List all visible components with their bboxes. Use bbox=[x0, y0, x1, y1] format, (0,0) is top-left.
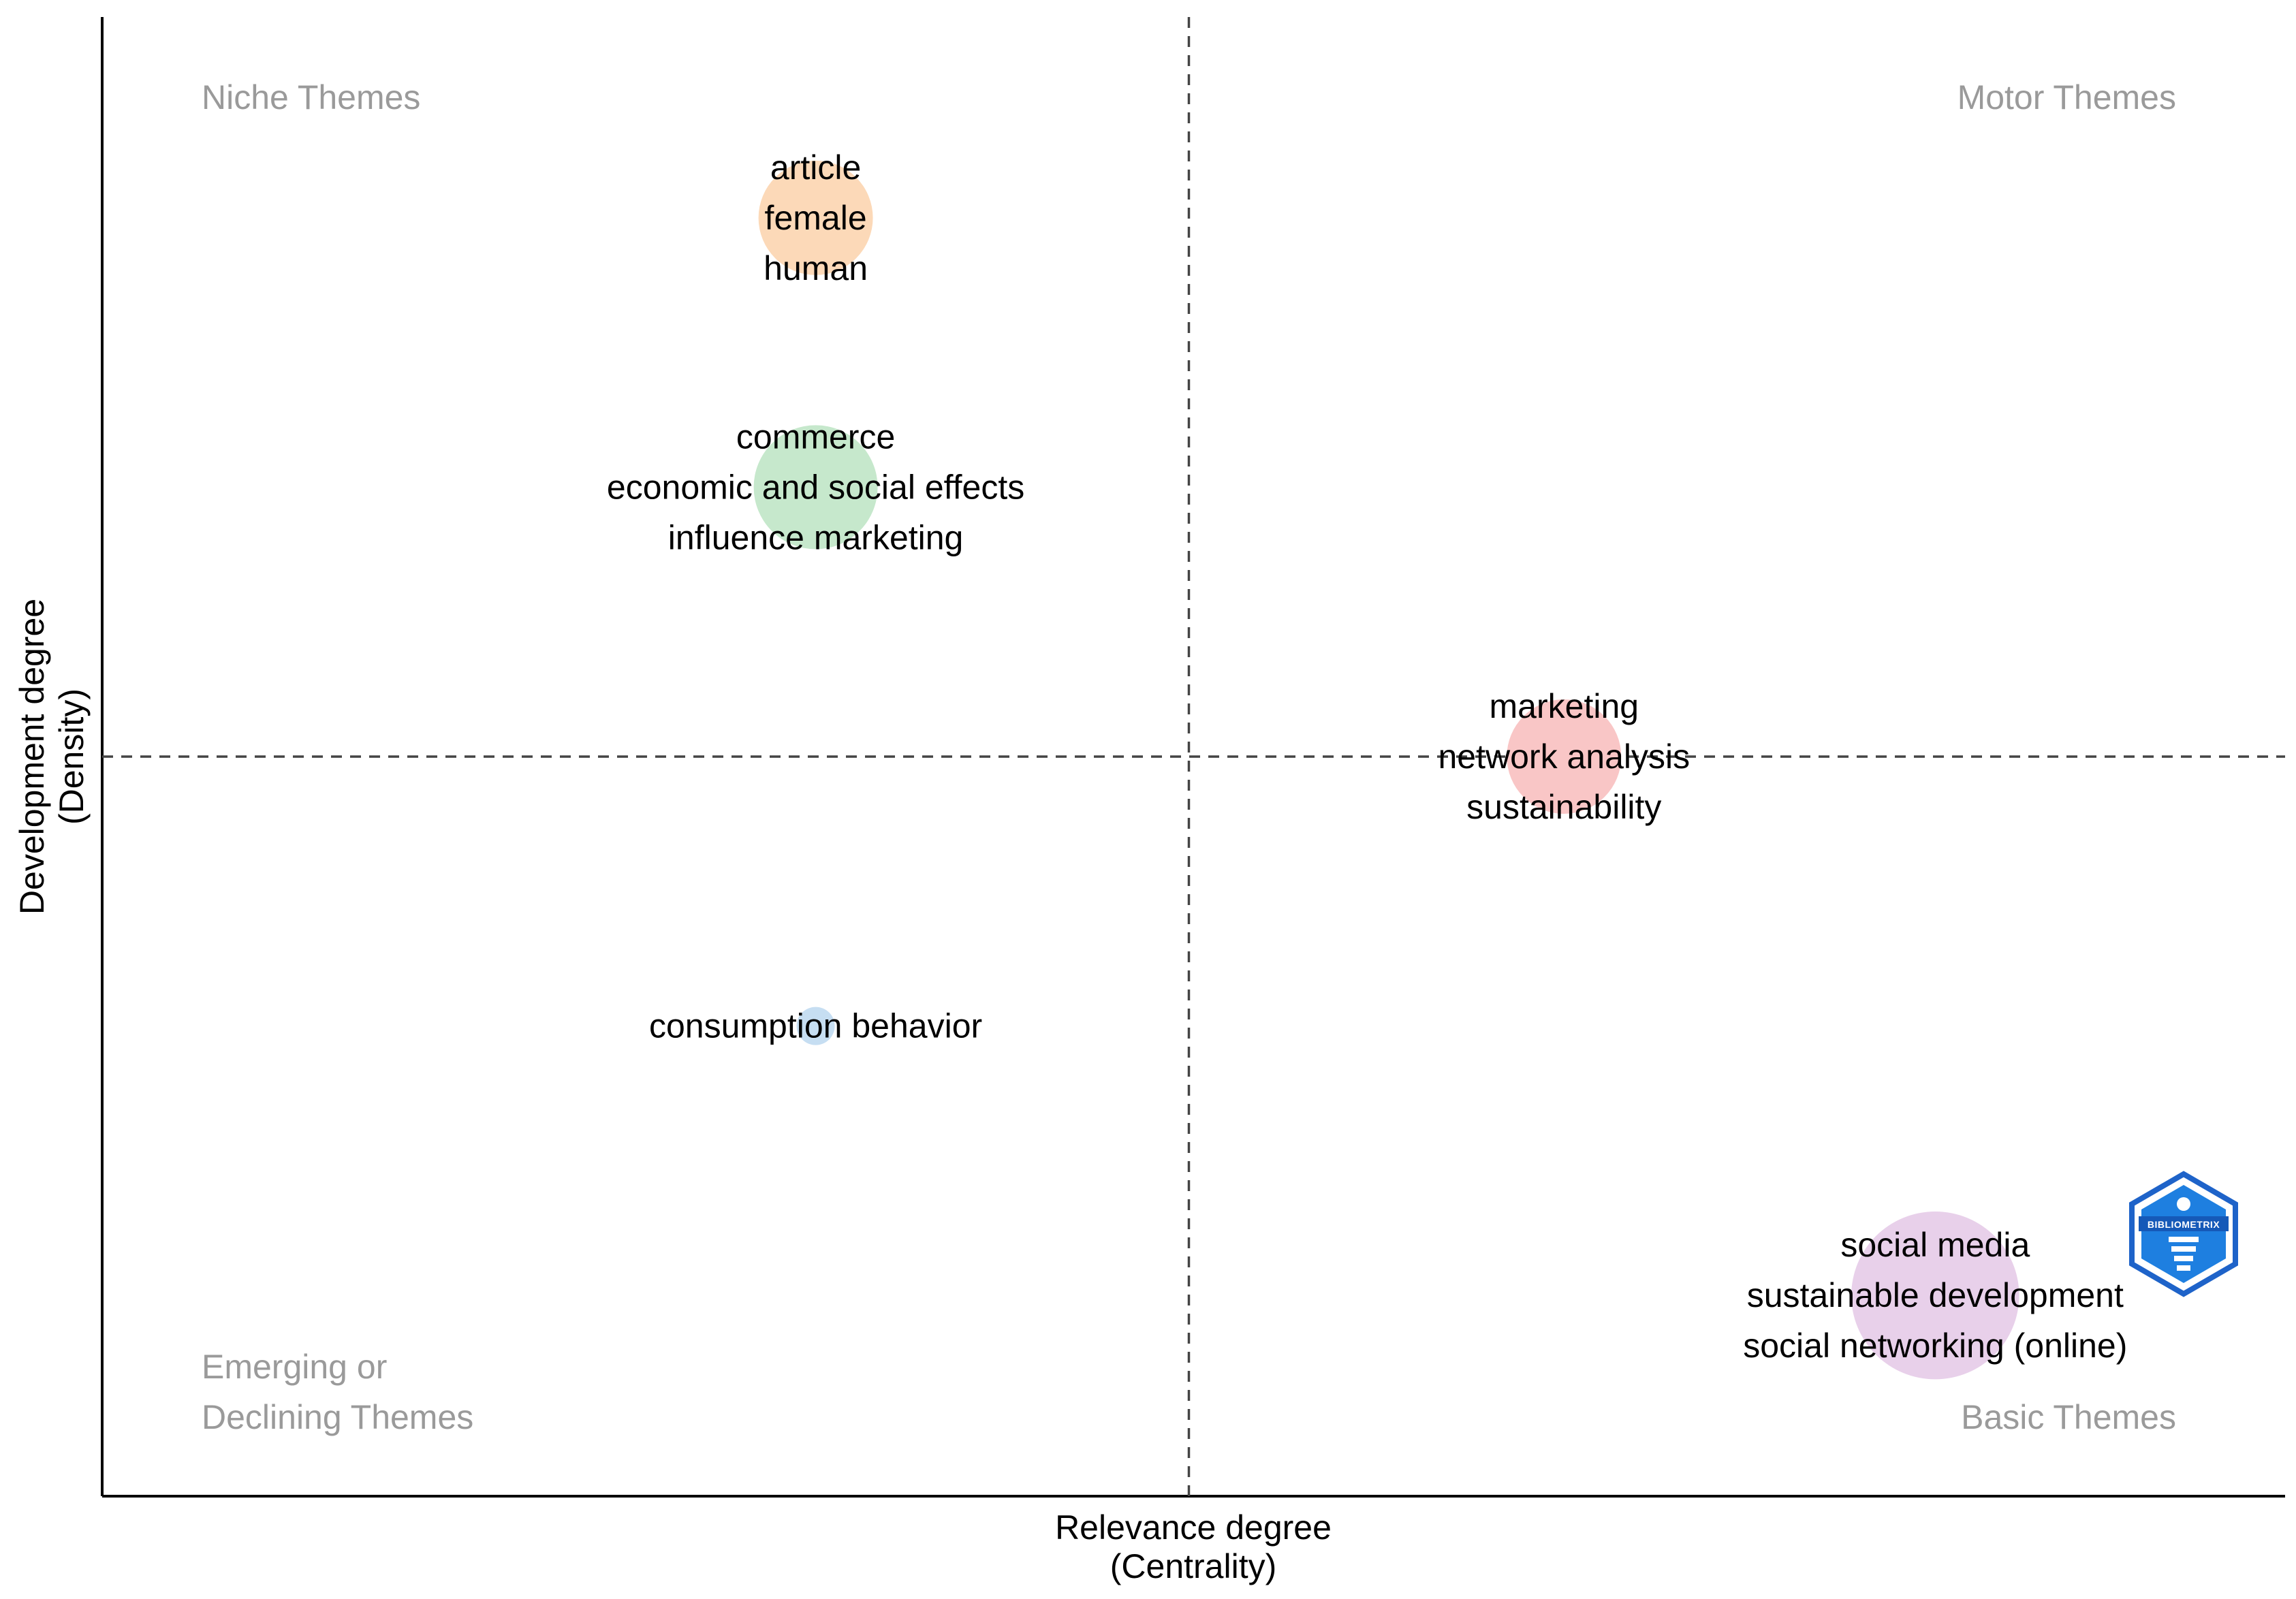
x-axis-subtitle: (Centrality) bbox=[1110, 1547, 1276, 1585]
cluster-label: marketing bbox=[1490, 687, 1639, 725]
cluster-label: sustainability bbox=[1466, 788, 1661, 826]
y-axis-title: Development degree bbox=[13, 599, 51, 915]
cluster-label: social media bbox=[1840, 1226, 2030, 1264]
cluster-label: social networking (online) bbox=[1743, 1327, 2127, 1365]
cluster-label: influence marketing bbox=[668, 518, 964, 556]
cluster-label: human bbox=[764, 249, 868, 287]
bibliometrix-logo: BIBLIOMETRIX bbox=[2129, 1171, 2238, 1297]
cluster-label: female bbox=[765, 199, 867, 237]
quadrant-label-emerging-line2: Declining Themes bbox=[202, 1398, 473, 1436]
cluster-bubble bbox=[753, 425, 878, 550]
logo-head-icon bbox=[2177, 1197, 2190, 1211]
logo-hexagon-inner bbox=[2141, 1185, 2226, 1283]
cluster-bubble bbox=[1851, 1211, 2019, 1380]
cluster-label: commerce bbox=[736, 417, 895, 456]
cluster-label: network analysis bbox=[1438, 738, 1690, 776]
cluster-bubble bbox=[758, 160, 873, 275]
quadrant-label-basic: Basic Themes bbox=[1961, 1398, 2176, 1436]
quadrant-label-niche: Niche Themes bbox=[202, 78, 420, 116]
logo-band bbox=[2139, 1216, 2229, 1231]
cluster-label: consumption behavior bbox=[649, 1007, 982, 1045]
logo-text: BIBLIOMETRIX bbox=[2148, 1219, 2220, 1230]
quadrant-label-emerging-line1: Emerging or bbox=[202, 1348, 387, 1386]
quadrant-label-motor: Motor Themes bbox=[1957, 78, 2176, 116]
x-axis-title: Relevance degree bbox=[1055, 1508, 1332, 1547]
cluster-label: article bbox=[770, 148, 861, 187]
cluster-bubble bbox=[1507, 699, 1622, 814]
y-axis-subtitle: (Density) bbox=[52, 688, 91, 825]
cluster-bubbles bbox=[753, 160, 2019, 1380]
cluster-label: sustainable development bbox=[1747, 1276, 2124, 1314]
cluster-labels: article female human commerce economic and s… bbox=[607, 148, 2127, 1365]
logo-bars-icon bbox=[2169, 1237, 2199, 1271]
cluster-label: economic and social effects bbox=[607, 468, 1024, 506]
cluster-bubble bbox=[796, 1007, 835, 1045]
